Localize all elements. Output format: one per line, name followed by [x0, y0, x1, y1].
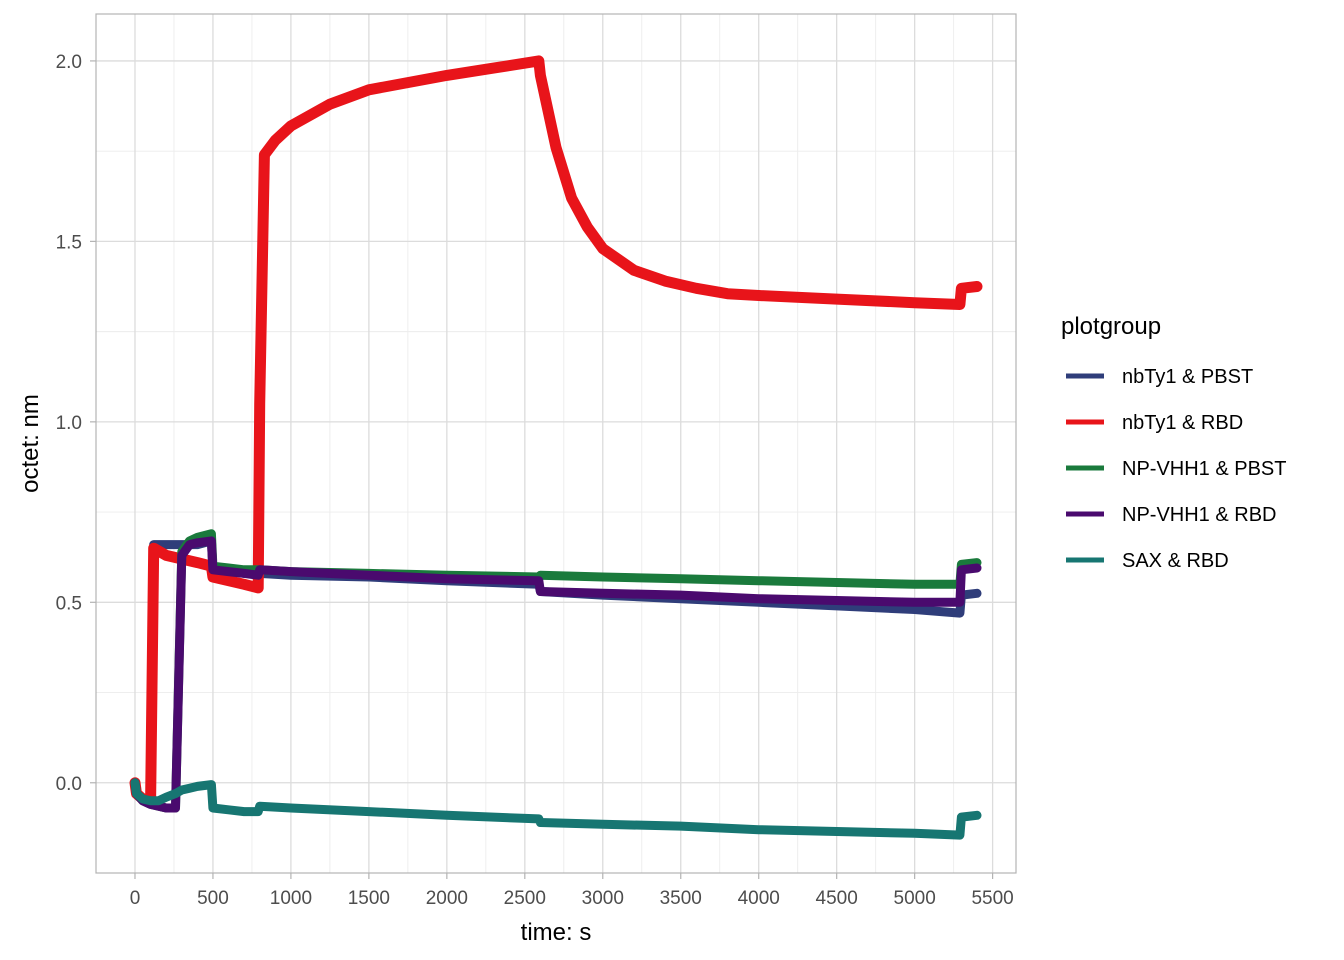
x-tick-label: 4000 [738, 888, 780, 909]
x-tick-label: 4500 [816, 888, 858, 909]
y-tick-label: 1.5 [56, 232, 82, 253]
x-tick-label: 2000 [426, 888, 468, 909]
legend-label: NP-VHH1 & RBD [1122, 504, 1276, 526]
minor-gridlines [95, 14, 1016, 874]
x-tick-label: 500 [197, 888, 229, 909]
x-tick-label: 2500 [504, 888, 546, 909]
y-tick-label: 1.0 [56, 413, 82, 434]
x-axis: 0 500 1000 1500 2000 2500 3000 3500 4000 4500 5000… [130, 873, 1014, 909]
y-tick-label: 2.0 [56, 52, 82, 73]
legend-label: nbTy1 & PBST [1122, 366, 1253, 388]
x-tick-label: 3000 [582, 888, 624, 909]
y-axis: 0.0 0.5 1.0 1.5 2.0 [56, 52, 96, 795]
legend-label: nbTy1 & RBD [1122, 412, 1243, 434]
x-tick-label: 5000 [894, 888, 936, 909]
x-tick-label: 1500 [348, 888, 390, 909]
x-tick-label: 3500 [660, 888, 702, 909]
plot-panel-border [95, 13, 1017, 874]
legend-label: NP-VHH1 & PBST [1122, 458, 1286, 480]
y-tick-label: 0.0 [56, 774, 82, 795]
series-layer [129, 55, 983, 840]
legend: plotgroup nbTy1 & PBST nbTy1 & RBD NP-VHH1… [1061, 313, 1286, 572]
legend-title: plotgroup [1061, 313, 1161, 340]
x-tick-label: 1000 [270, 888, 312, 909]
x-axis-title: time: s [521, 919, 592, 946]
series-line [130, 536, 982, 813]
x-tick-label: 0 [130, 888, 141, 909]
y-axis-title: octet: nm [17, 394, 44, 493]
series-line [130, 778, 982, 840]
y-tick-label: 0.5 [56, 593, 82, 614]
x-tick-label: 5500 [971, 888, 1013, 909]
legend-label: SAX & RBD [1122, 550, 1229, 572]
major-gridlines [96, 14, 1016, 873]
